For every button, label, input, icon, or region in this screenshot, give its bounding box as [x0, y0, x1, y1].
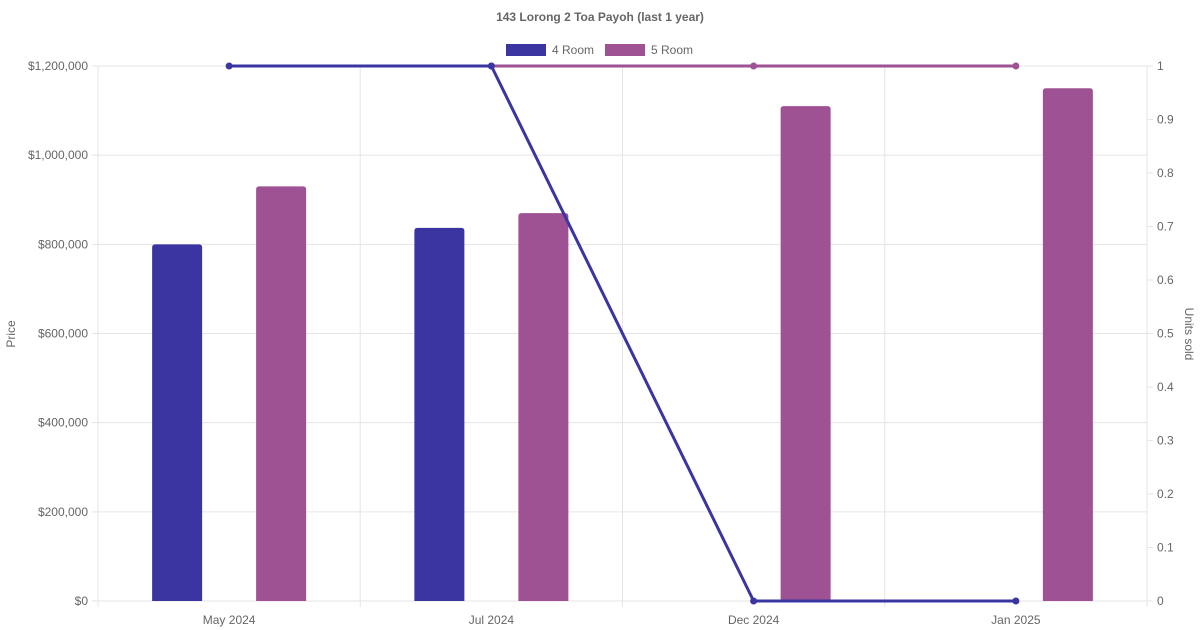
y-tick-label: $1,000,000: [28, 148, 88, 162]
bar-5-room[interactable]: [518, 213, 569, 601]
point-4-room[interactable]: [750, 597, 758, 605]
y-tick-label: $1,200,000: [28, 59, 88, 73]
x-axis-ticks: May 2024 Jul 2024 Dec 2024 Jan 2025: [203, 613, 1041, 627]
y2-tick-label: 0.6: [1157, 273, 1174, 287]
point-5-room[interactable]: [1012, 62, 1020, 70]
y-axis-title-right: Units sold: [1182, 308, 1196, 361]
x-tick-label: Jan 2025: [991, 613, 1041, 627]
y-tick-label: $600,000: [38, 327, 88, 341]
legend-item-4-room[interactable]: 4 Room: [506, 43, 594, 57]
y-axis-title-left: Price: [4, 320, 18, 348]
y2-tick-label: 0.3: [1157, 434, 1174, 448]
y-tick-label: $800,000: [38, 237, 88, 251]
legend-swatch-5-room: [605, 44, 645, 56]
y2-tick-label: 0: [1157, 594, 1164, 608]
right-axis-ticks: 0 0.1 0.2 0.3 0.4 0.5 0.6 0.7 0.8 0.9 1: [1147, 59, 1174, 608]
y2-tick-label: 0.4: [1157, 380, 1174, 394]
y2-tick-label: 0.2: [1157, 487, 1174, 501]
x-tick-label: Jul 2024: [469, 613, 515, 627]
x-tick-label: Dec 2024: [728, 613, 780, 627]
y2-tick-label: 0.8: [1157, 166, 1174, 180]
chart-title: 143 Lorong 2 Toa Payoh (last 1 year): [496, 10, 704, 24]
bars: [152, 88, 1093, 602]
point-5-room[interactable]: [750, 62, 758, 70]
y-tick-label: $400,000: [38, 416, 88, 430]
legend: 4 Room 5 Room: [506, 43, 693, 57]
bar-5-room[interactable]: [780, 106, 831, 601]
legend-item-5-room[interactable]: 5 Room: [605, 43, 693, 57]
y2-tick-label: 0.1: [1157, 541, 1174, 555]
y2-tick-label: 0.7: [1157, 220, 1174, 234]
lines: [225, 62, 1020, 605]
y-tick-label: $0: [75, 594, 89, 608]
x-tick-label: May 2024: [203, 613, 256, 627]
point-4-room[interactable]: [487, 62, 495, 70]
legend-label-4-room: 4 Room: [552, 43, 594, 57]
bar-4-room[interactable]: [152, 244, 203, 602]
legend-label-5-room: 5 Room: [651, 43, 693, 57]
y2-tick-label: 1: [1157, 59, 1164, 73]
bar-5-room[interactable]: [256, 186, 307, 601]
left-axis-ticks: $0 $200,000 $400,000 $600,000 $800,000 $1,000…: [28, 59, 88, 608]
grid-lines: [92, 65, 1148, 607]
line-4-room: [229, 64, 1016, 603]
point-4-room[interactable]: [1012, 597, 1020, 605]
bar-4-room[interactable]: [414, 227, 465, 601]
y-tick-label: $200,000: [38, 505, 88, 519]
y2-tick-label: 0.9: [1157, 113, 1174, 127]
legend-swatch-4-room: [506, 44, 546, 56]
y2-tick-label: 0.5: [1157, 327, 1174, 341]
point-4-room[interactable]: [225, 62, 233, 70]
bar-5-room[interactable]: [1042, 88, 1093, 601]
